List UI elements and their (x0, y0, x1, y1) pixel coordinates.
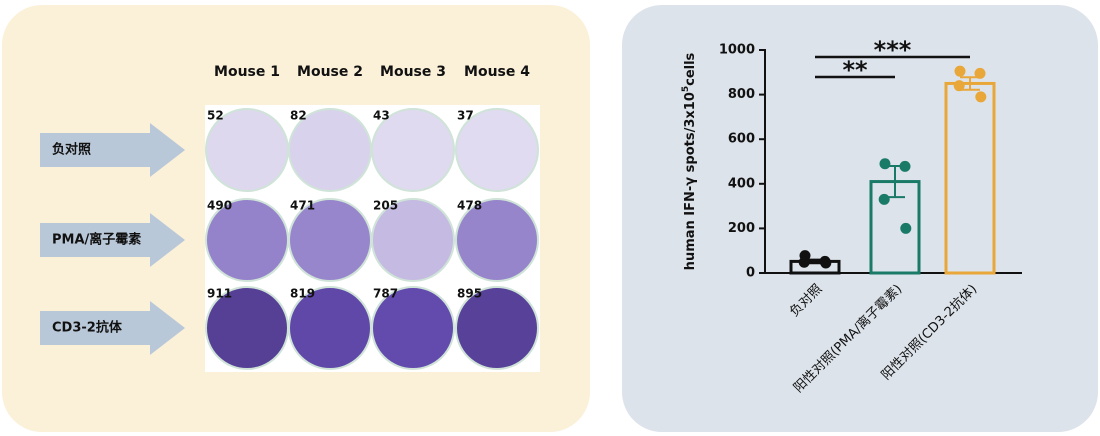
data-point (954, 65, 966, 77)
y-tick-label: 600 (728, 132, 755, 147)
well-count: 490 (207, 199, 232, 213)
well (455, 286, 539, 370)
data-point (879, 158, 891, 170)
y-tick-label: 0 (746, 266, 755, 281)
y-axis-label-part: cells (683, 52, 698, 85)
well-count: 471 (290, 199, 315, 213)
well-count: 43 (373, 109, 390, 123)
well (455, 108, 539, 192)
column-header: Mouse 3 (380, 64, 446, 80)
y-tick-label: 800 (728, 87, 755, 102)
data-point (953, 80, 965, 92)
well-count: 478 (457, 199, 482, 213)
column-header: Mouse 1 (214, 64, 280, 80)
well-count: 37 (457, 109, 474, 123)
row-label: 负对照 (52, 142, 91, 158)
row-label: CD3-2抗体 (52, 320, 123, 336)
data-point (974, 67, 986, 79)
row-arrow (40, 301, 185, 355)
y-tick-label: 1000 (719, 43, 755, 58)
row-arrow (40, 213, 185, 267)
well (371, 198, 455, 282)
well-count: 819 (290, 287, 315, 301)
well-count: 911 (207, 287, 232, 301)
significance-label: *** (874, 36, 912, 64)
data-point (878, 193, 890, 205)
well-count: 787 (373, 287, 398, 301)
column-header: Mouse 4 (464, 64, 530, 80)
row-label: PMA/离子霉素 (52, 232, 141, 248)
well-count: 82 (290, 109, 307, 123)
y-axis-label-part: 5 (681, 86, 691, 92)
y-tick-label: 400 (728, 176, 755, 191)
significance-label: ** (842, 56, 868, 84)
well-count: 52 (207, 109, 224, 123)
right-panel (622, 5, 1098, 432)
data-point (900, 222, 912, 234)
data-point (820, 257, 832, 269)
data-point (975, 91, 987, 103)
data-point (899, 160, 911, 172)
y-tick-label: 200 (728, 221, 755, 236)
row-arrow (40, 123, 185, 177)
y-axis-label: human IFN-γ spots/3x105cells (681, 52, 698, 270)
well-count: 205 (373, 199, 398, 213)
column-header: Mouse 2 (297, 64, 363, 80)
well-count: 895 (457, 287, 482, 301)
well (371, 286, 455, 370)
data-point (798, 256, 810, 268)
well (371, 108, 455, 192)
well (455, 198, 539, 282)
y-axis-label-part: human IFN-γ spots/3x10 (683, 92, 698, 270)
